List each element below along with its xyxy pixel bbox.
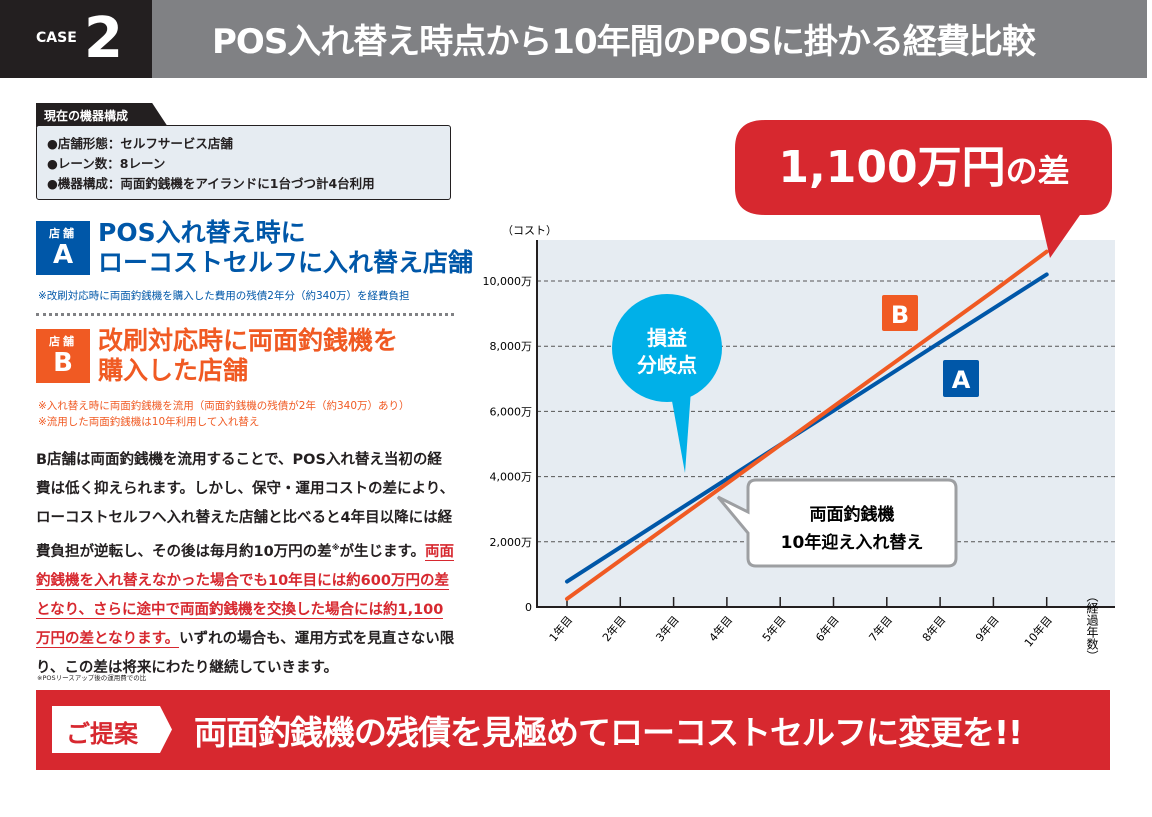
- title-line: 改刷対応時に両面釣銭機を: [98, 326, 399, 355]
- breakeven-bubble: [612, 294, 722, 402]
- case-block: CASE 2: [0, 0, 152, 78]
- series-b-badge: [882, 295, 918, 331]
- body-text: B店舗は両面釣銭機を流用することで、POS入れ替え当初の経費は低く抑えられます。…: [36, 446, 456, 683]
- badge-label: 店舗: [49, 335, 77, 348]
- config-tab: 現在の機器構成: [36, 103, 168, 127]
- breakeven-label: 損益: [647, 326, 687, 350]
- proposal-text: 両面釣銭機の残債を見極めてローコストセルフに変更を!!: [194, 713, 1023, 752]
- header-bar: POS入れ替え時点から10年間のPOSに掛かる経費比較: [152, 0, 1147, 78]
- x-axis-label: （経過年数）: [1085, 590, 1099, 662]
- replacement-label: 10年迎え入れ替え: [781, 532, 924, 553]
- title-line: 購入した店舗: [98, 356, 249, 385]
- x-tick-label: 8年目: [919, 613, 948, 644]
- body-p2: いずれの場合も、運用方式を見直さない限り、この差は将来にわたり継続していきます。: [36, 630, 455, 676]
- series-a-label: A: [952, 366, 971, 394]
- x-tick-label: 5年目: [759, 613, 788, 644]
- y-axis-label: （コスト）: [502, 224, 557, 237]
- config-item: ●レーン数：8レーン: [47, 156, 166, 171]
- replacement-label: 両面釣銭機: [810, 504, 895, 525]
- body-highlight: 両面釣銭機を入れ替えなかった場合でも10年目には約600万円の差となり、さらに途…: [36, 543, 455, 648]
- y-tick-label: 0: [525, 601, 532, 614]
- case-number: 2: [84, 6, 123, 71]
- difference-text: 1,100万円の差: [735, 120, 1113, 215]
- series-a-badge: [943, 360, 979, 397]
- proposal-label: ご提案: [52, 706, 172, 753]
- case-label: CASE: [36, 30, 77, 46]
- footnote: ※POSリースアップ後の運用費での比: [37, 674, 147, 682]
- badge-letter: B: [53, 348, 73, 378]
- difference-amount: 1,100万円: [778, 142, 1006, 193]
- y-tick-label: 8,000万: [490, 340, 533, 353]
- difference-suffix: の差: [1005, 152, 1070, 190]
- y-tick-label: 4,000万: [490, 471, 533, 484]
- x-tick-label: 2年目: [599, 613, 628, 644]
- series-line-B: [565, 249, 1049, 601]
- note-line: ※入れ替え時に両面釣銭機を流用（両面釣銭機の残債が2年（約340万）あり）: [38, 400, 410, 412]
- x-tick-label: 6年目: [812, 613, 841, 644]
- bubble-tail: [670, 390, 691, 473]
- title-line: POS入れ替え時に: [98, 218, 306, 247]
- title-line: ローコストセルフに入れ替え店舗: [98, 248, 474, 277]
- store-b-title: 改刷対応時に両面釣銭機を 購入した店舗: [98, 326, 398, 386]
- difference-callout: [735, 120, 1112, 258]
- config-item: ●機器構成：両面釣銭機をアイランドに1台づつ計4台利用: [47, 176, 375, 191]
- body-p1: B店舗は両面釣銭機を流用することで、POS入れ替え当初の経費は低く抑えられます。…: [36, 452, 455, 560]
- store-a-title: POS入れ替え時に ローコストセルフに入れ替え店舗: [98, 218, 473, 278]
- footnote-mark: ※: [331, 543, 340, 552]
- y-tick-label: 2,000万: [490, 536, 533, 549]
- note-line: ※流用した両面釣銭機は10年利用して入れ替え: [38, 416, 260, 428]
- proposal-banner: ご提案 両面釣銭機の残債を見極めてローコストセルフに変更を!!: [36, 690, 1110, 770]
- badge-label: 店舗: [49, 227, 77, 240]
- x-tick-label: 3年目: [653, 613, 682, 644]
- store-a-badge: 店舗 A: [36, 221, 90, 275]
- body-p1b: が生じます。: [339, 543, 426, 560]
- x-tick-label: 9年目: [972, 613, 1001, 644]
- x-tick-label: 7年目: [866, 613, 895, 644]
- store-a-note: ※改刷対応時に両面釣銭機を購入した費用の残債2年分（約340万）を経費負担: [38, 290, 410, 302]
- badge-letter: A: [52, 240, 74, 270]
- x-tick-label: 1年目: [546, 613, 575, 644]
- store-b-notes: ※入れ替え時に両面釣銭機を流用（両面釣銭機の残債が2年（約340万）あり） ※流…: [38, 398, 410, 430]
- series-b-label: B: [891, 301, 909, 329]
- page-title: POS入れ替え時点から10年間のPOSに掛かる経費比較: [212, 22, 1036, 62]
- config-item: ●店舗形態：セルフサービス店舗: [47, 136, 233, 151]
- x-tick-label: 4年目: [706, 613, 735, 644]
- cost-chart: 0 2,000万 4,000万 6,000万 8,000万 10,000万 1年目 2年目 3…: [483, 120, 1115, 662]
- replacement-callout: [716, 478, 958, 568]
- x-tick-label: 10年目: [1021, 613, 1055, 650]
- y-tick-label: 6,000万: [490, 405, 533, 418]
- divider: [36, 313, 454, 316]
- store-b-badge: 店舗 B: [36, 329, 90, 383]
- breakeven-label: 分岐点: [637, 353, 697, 377]
- config-box: ●店舗形態：セルフサービス店舗 ●レーン数：8レーン ●機器構成：両面釣銭機をア…: [36, 125, 451, 200]
- y-tick-label: 10,000万: [483, 275, 533, 288]
